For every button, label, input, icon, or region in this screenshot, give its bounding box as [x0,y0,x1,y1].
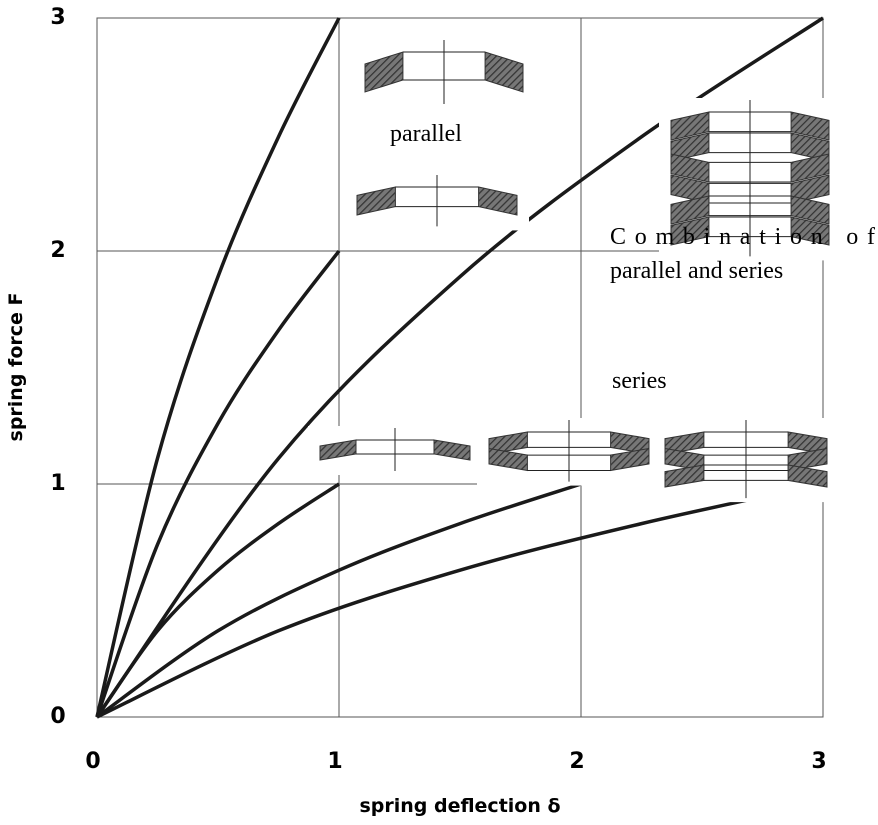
x-tick-label: 3 [811,749,826,774]
disc-icon [353,38,535,108]
curve [95,249,341,718]
y-tick-label: 1 [50,471,65,496]
y-tick-label: 2 [50,238,65,263]
x-tick-label: 0 [85,749,100,774]
curve [96,482,824,719]
disc-icon [659,98,841,261]
disc-icon [308,426,482,475]
annotation: series [612,368,667,394]
y-tick-label: 0 [50,704,65,729]
curve [95,17,341,718]
annotation: parallel [390,121,462,147]
annotation: parallel and series [610,258,783,284]
y-axis-title: spring force F [5,293,27,442]
annotation: Combination of [610,224,875,250]
disc-icon [345,173,529,231]
curve [95,482,582,719]
curves [95,16,824,719]
x-tick-label: 2 [569,749,584,774]
y-tick-label: 3 [50,5,65,30]
disc-icon [653,418,839,503]
disc-icon [477,418,661,486]
icons [308,38,841,503]
curve [95,482,340,719]
x-axis-title: spring deflection δ [359,795,560,817]
x-tick-label: 1 [327,749,342,774]
